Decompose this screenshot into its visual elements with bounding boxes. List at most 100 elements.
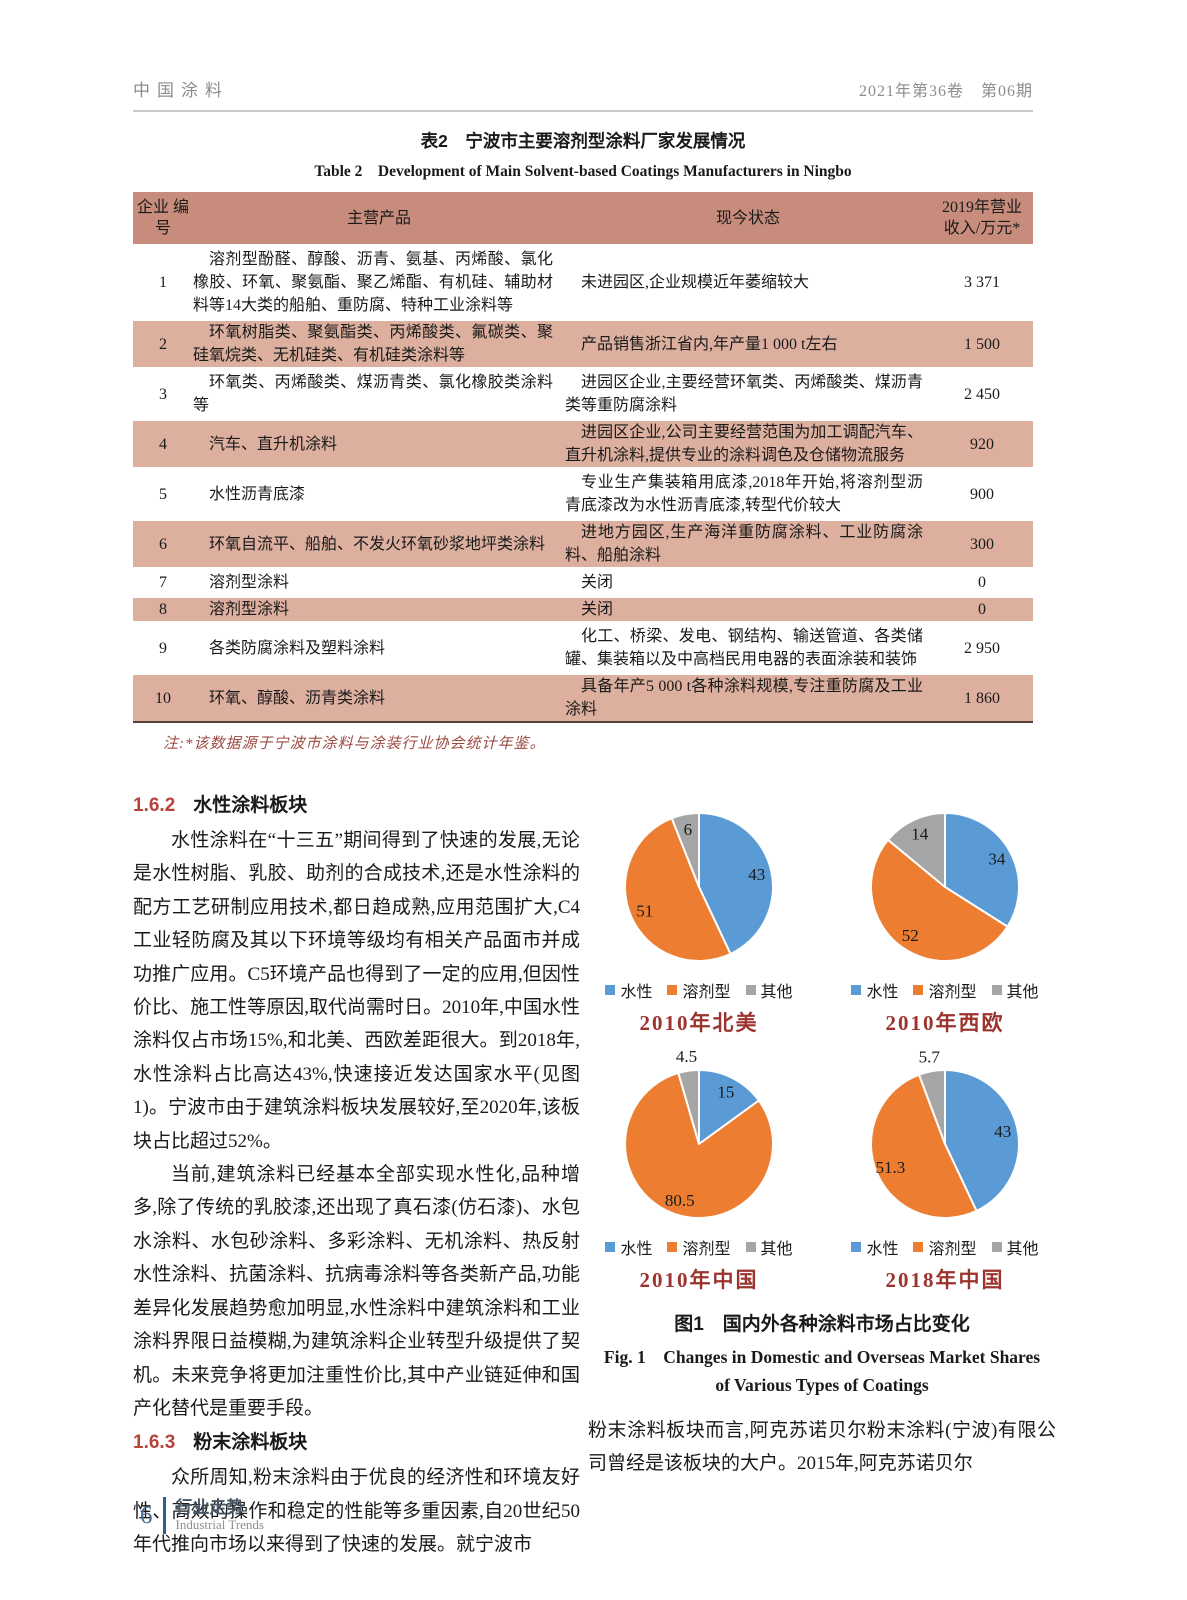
section-heading: 1.6.2 水性涂料板块 — [133, 790, 580, 817]
legend-item: 水性 — [605, 1235, 652, 1259]
cell-current-status: 进园区企业,公司主要经营范围为加工调配汽车、直升机涂料,提供专业的涂料调色及仓储… — [565, 424, 923, 464]
table-title-zh: 表2 宁波市主要溶剂型涂料厂家发展情况 — [420, 131, 746, 151]
cell-revenue: 2 450 — [964, 385, 1000, 403]
table-row: 9 各类防腐涂料及塑料涂料 化工、桥梁、发电、钢结构、输送管道、各类储罐、集装箱以及… — [133, 625, 1033, 671]
pie-slice — [870, 838, 1009, 962]
section-title: 粉末涂料板块 — [193, 1432, 308, 1454]
cell-revenue: 900 — [970, 485, 994, 503]
cell-main-products: 各类防腐涂料及塑料涂料 — [209, 639, 386, 657]
cell-company-id: 1 — [159, 274, 167, 291]
pie-chart: 43 51.3 5.7 — [870, 1048, 1020, 1219]
right-figure-column: 43 51 6 水性 溶剂型 其他 2010年北美 34 52 14 水性 溶剂型 其他 2010年西欧 1… — [588, 788, 1056, 1481]
body-paragraph: 当前,建筑涂料已经基本全部实现水性化,品种增多,除了传统的乳胶漆,还出现了真石漆… — [133, 1164, 580, 1419]
legend-swatch-icon — [605, 985, 616, 995]
cell-revenue: 3 371 — [964, 274, 1000, 291]
legend-label: 其他 — [760, 1241, 793, 1258]
cell-revenue: 920 — [970, 435, 994, 453]
legend-swatch-icon — [745, 985, 756, 995]
legend-label: 水性 — [866, 984, 899, 1001]
legend-item: 其他 — [991, 978, 1039, 1002]
cell-company-id: 7 — [159, 574, 167, 591]
chart-legend: 水性 溶剂型 其他 — [605, 1235, 793, 1259]
legend-swatch-icon — [991, 985, 1002, 995]
pie-value-label: 43 — [748, 865, 765, 884]
page-number: 6 — [140, 1501, 153, 1529]
page-header: 中国涂料 2021年第36卷 第06期 — [133, 76, 1033, 112]
legend-label: 溶剂型 — [928, 984, 977, 1001]
table-header-cell: 企业 编号 — [137, 199, 190, 237]
figure-caption-en-line2: of Various Types of Coatings — [715, 1375, 929, 1395]
cell-company-id: 3 — [159, 385, 167, 403]
pie-figure: 34 52 14 水性 溶剂型 其他 2010年西欧 — [834, 788, 1056, 1037]
legend-label: 水性 — [620, 1241, 653, 1258]
cell-current-status: 具备年产5 000 t各种涂料规模,专注重防腐及工业涂料 — [565, 678, 923, 718]
footer-section-zh: 行业走势 — [175, 1498, 244, 1517]
legend-item: 溶剂型 — [667, 978, 731, 1002]
pie-chart: 43 51 6 — [624, 812, 774, 962]
cell-current-status: 产品销售浙江省内,年产量1 000 t左右 — [581, 335, 838, 353]
cell-current-status: 进园区企业,主要经营环氧类、丙烯酸类、煤沥青类等重防腐涂料 — [565, 374, 923, 414]
pie-slice — [624, 1071, 774, 1219]
cell-revenue: 1 860 — [964, 689, 1000, 707]
legend-swatch-icon — [667, 1242, 678, 1252]
left-text-column: 1.6.2 水性涂料板块水性涂料在“十三五”期间得到了快速的发展,无论是水性树脂、… — [133, 790, 580, 1562]
pie-value-label: 14 — [911, 824, 929, 843]
page-footer: 6 行业走势 Industrial Trends — [140, 1497, 264, 1534]
pie-figure: 43 51 6 水性 溶剂型 其他 2010年北美 — [588, 788, 810, 1037]
pie-slice — [698, 1069, 760, 1145]
manufacturers-table: 企业 编号 主营产品 现今状态 2019年营业 收入/万元* 1 溶剂型酚醛、醇酸、沥青、… — [133, 192, 1033, 723]
table-row: 8 溶剂型涂料 关闭 0 — [133, 598, 1033, 621]
chart-legend: 水性 溶剂型 其他 — [605, 978, 793, 1002]
pie-value-label: 4.5 — [676, 1047, 697, 1066]
pie-value-label: 34 — [988, 850, 1006, 869]
pie-slice — [944, 1069, 1020, 1212]
legend-item: 水性 — [851, 978, 898, 1002]
cell-main-products: 水性沥青底漆 — [209, 485, 306, 503]
legend-item: 其他 — [745, 1235, 793, 1259]
pie-value-label: 15 — [717, 1082, 734, 1101]
legend-label: 其他 — [760, 984, 793, 1001]
cell-current-status: 专业生产集装箱用底漆,2018年开始,将溶剂型沥青底漆改为水性沥青底漆,转型代价… — [565, 474, 923, 514]
pie-value-label: 80.5 — [665, 1191, 695, 1210]
figures-grid: 43 51 6 水性 溶剂型 其他 2010年北美 34 52 14 水性 溶剂型 其他 2010年西欧 1… — [588, 788, 1056, 1294]
chart-legend: 水性 溶剂型 其他 — [851, 1235, 1039, 1259]
cell-revenue: 2 950 — [964, 639, 1000, 657]
legend-label: 溶剂型 — [682, 1241, 731, 1258]
legend-item: 水性 — [605, 978, 652, 1002]
section-number: 1.6.2 — [133, 795, 176, 816]
pie-figure: 43 51.3 5.7 水性 溶剂型 其他 2018年中国 — [834, 1045, 1056, 1294]
chart-title: 2018年中国 — [885, 1268, 1005, 1292]
continuation-paragraph: 粉末涂料板块而言,阿克苏诺贝尔粉末涂料(宁波)有限公司曾经是该板块的大户。201… — [588, 1420, 1056, 1475]
section-title: 水性涂料板块 — [193, 795, 308, 816]
table-row: 7 溶剂型涂料 关闭 0 — [133, 571, 1033, 594]
cell-main-products: 溶剂型酚醛、醇酸、沥青、氨基、丙烯酸、氯化橡胶、环氧、聚氨酯、聚乙烯酯、有机硅、… — [193, 251, 553, 314]
cell-company-id: 10 — [155, 689, 171, 707]
legend-swatch-icon — [851, 985, 862, 995]
body-paragraph: 水性涂料在“十三五”期间得到了快速的发展,无论是水性树脂、乳胶、助剂的合成技术,… — [133, 830, 580, 1152]
legend-swatch-icon — [667, 985, 678, 995]
table-header-cell: 2019年营业 收入/万元* — [941, 199, 1022, 237]
pie-value-label: 5.7 — [919, 1048, 941, 1067]
cell-main-products: 环氧、醇酸、沥青类涂料 — [209, 689, 386, 707]
table-row: 10 环氧、醇酸、沥青类涂料 具备年产5 000 t各种涂料规模,专注重防腐及工业涂… — [133, 675, 1033, 721]
table-section: 表2 宁波市主要溶剂型涂料厂家发展情况 Table 2 Development … — [133, 128, 1033, 753]
pie-figure: 15 80.5 4.5 水性 溶剂型 其他 2010年中国 — [588, 1045, 810, 1294]
legend-item: 水性 — [851, 1235, 898, 1259]
table-row: 2 环氧树脂类、聚氨酯类、丙烯酸类、氟碳类、聚硅氧烷类、无机硅类、有机硅类涂料等 产… — [133, 321, 1033, 367]
legend-label: 其他 — [1006, 984, 1039, 1001]
figure-caption-en: Fig. 1 Changes in Domestic and Overseas … — [588, 1343, 1056, 1399]
table-row: 3 环氧类、丙烯酸类、煤沥青类、氯化橡胶类涂料等 进园区企业,主要经营环氧类、丙烯酸… — [133, 371, 1033, 417]
cell-company-id: 4 — [159, 435, 167, 453]
cell-current-status: 关闭 — [581, 601, 614, 618]
footer-section: 行业走势 Industrial Trends — [176, 1498, 264, 1533]
cell-company-id: 6 — [159, 535, 167, 553]
legend-label: 溶剂型 — [928, 1241, 977, 1258]
legend-item: 溶剂型 — [667, 1235, 731, 1259]
cell-main-products: 环氧树脂类、聚氨酯类、丙烯酸类、氟碳类、聚硅氧烷类、无机硅类、有机硅类涂料等 — [193, 324, 553, 364]
pie-value-label: 6 — [684, 820, 693, 839]
cell-main-products: 环氧自流平、船舶、不发火环氧砂浆地坪类涂料 — [209, 535, 546, 553]
legend-item: 溶剂型 — [913, 1235, 977, 1259]
pie-slice — [670, 812, 700, 888]
pie-value-label: 43 — [994, 1122, 1011, 1141]
cell-main-products: 溶剂型涂料 — [209, 574, 290, 591]
